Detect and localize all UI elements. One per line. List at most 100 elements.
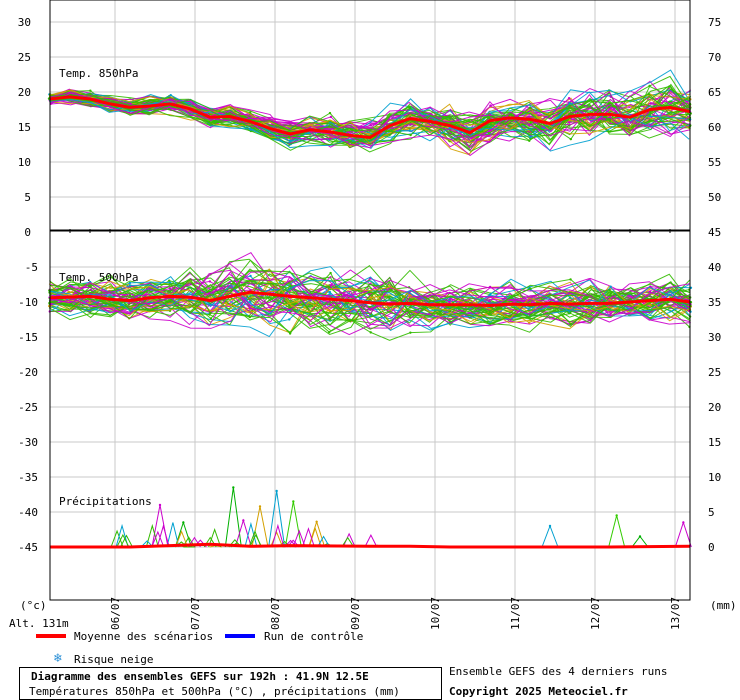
member-line	[50, 283, 691, 329]
member-point	[568, 104, 571, 107]
precip-members	[110, 486, 692, 548]
precip-point	[615, 514, 618, 517]
member-line	[49, 270, 691, 324]
precip-point	[242, 519, 245, 522]
member-point	[208, 280, 212, 283]
copyright-label: Copyright 2025 Meteociel.fr	[449, 685, 628, 698]
precip-spike	[674, 520, 692, 548]
member-point	[287, 135, 291, 139]
member-line	[49, 270, 691, 319]
member-point	[609, 312, 612, 315]
chart-axes: 30252015105075706560555045-5-10-15-20-25…	[18, 0, 737, 630]
member-point	[649, 316, 652, 320]
precip-point	[275, 489, 278, 493]
member-point	[329, 284, 333, 287]
precip-point	[182, 521, 185, 524]
ytick-left-850: 0	[24, 226, 31, 239]
title-500: Temp. 500hPa	[59, 271, 138, 284]
member-point	[208, 120, 211, 124]
legend-control-label: Run de contrôle	[264, 630, 364, 643]
ytick-right-500: 25	[708, 366, 721, 379]
precip-spike	[271, 523, 285, 548]
precip-spike	[208, 527, 222, 548]
precip-point	[258, 505, 262, 508]
member-point	[367, 293, 371, 296]
box-title: Diagramme des ensembles GEFS sur 192h : …	[31, 670, 369, 683]
ytick-right-500: 10	[708, 471, 721, 484]
unit-right: (mm)	[710, 599, 737, 612]
member-point	[168, 281, 172, 284]
member-point	[488, 300, 491, 303]
member-point	[448, 300, 451, 304]
member-line	[50, 280, 690, 324]
xtick-label: 13/07	[669, 597, 682, 630]
ytick-left-500: -30	[18, 436, 38, 449]
member-point	[169, 94, 172, 97]
xtick-label: 12/07	[589, 597, 602, 630]
member-point	[288, 311, 292, 314]
member-point	[328, 137, 332, 141]
member-point	[208, 292, 211, 295]
member-point	[527, 321, 531, 324]
runs-label: Ensemble GEFS des 4 derniers runs	[449, 665, 668, 678]
member-point	[128, 294, 132, 297]
member-point	[528, 106, 532, 110]
member-point	[408, 105, 411, 109]
xtick-label: 11/07	[509, 597, 522, 630]
member-point	[608, 288, 611, 292]
ytick-left-850: 15	[18, 121, 31, 134]
member-point	[567, 96, 571, 100]
precip-spike	[364, 534, 378, 548]
ytick-right-500: 15	[708, 436, 721, 449]
ytick-left-500: -10	[18, 296, 38, 309]
member-point	[329, 115, 333, 119]
member-point	[289, 331, 292, 334]
precip-spike	[116, 533, 130, 548]
member-point	[367, 291, 371, 294]
member-point	[89, 92, 92, 95]
precip-point	[292, 500, 295, 503]
member-point	[369, 128, 372, 131]
legend-snow-label: Risque neige	[74, 653, 154, 666]
ytick-left-850: 5	[24, 191, 31, 204]
member-point	[409, 123, 412, 126]
member-point	[488, 310, 491, 313]
ytick-left-850: 25	[18, 51, 31, 64]
precip-spike	[308, 526, 322, 548]
member-point	[569, 322, 572, 326]
member-point	[248, 127, 252, 131]
snowflake-icon: ❄	[54, 651, 62, 666]
legend-mean-label: Moyenne des scénarios	[74, 630, 214, 643]
member-point	[87, 284, 91, 288]
member-point	[288, 284, 292, 288]
member-point	[489, 293, 492, 296]
member-point	[88, 298, 91, 301]
ytick-left-500: -20	[18, 366, 38, 379]
member-point	[529, 287, 532, 290]
member-point	[648, 115, 652, 118]
precip-spike	[151, 530, 165, 548]
ytick-right-500: 30	[708, 331, 721, 344]
mean-line-500	[49, 290, 691, 308]
title-precip: Précipitations	[59, 495, 152, 508]
member-line	[49, 265, 691, 320]
member-point	[529, 121, 532, 125]
member-point	[408, 297, 411, 301]
member-line	[49, 89, 690, 144]
precip-point	[232, 486, 235, 489]
member-point	[449, 297, 452, 301]
member-point	[328, 293, 331, 296]
ytick-right-500: 35	[708, 296, 721, 309]
member-point	[647, 92, 651, 96]
mean-line-850	[49, 95, 691, 140]
member-line	[49, 99, 690, 152]
member-point	[128, 284, 132, 287]
ytick-right-850: 60	[708, 121, 721, 134]
precip-spike	[249, 533, 263, 548]
ytick-right-850: 50	[708, 191, 721, 204]
precip-spike	[270, 530, 284, 548]
precip-spike	[541, 524, 559, 548]
altitude-label: Alt. 131m	[9, 617, 69, 630]
member-point	[248, 315, 251, 318]
